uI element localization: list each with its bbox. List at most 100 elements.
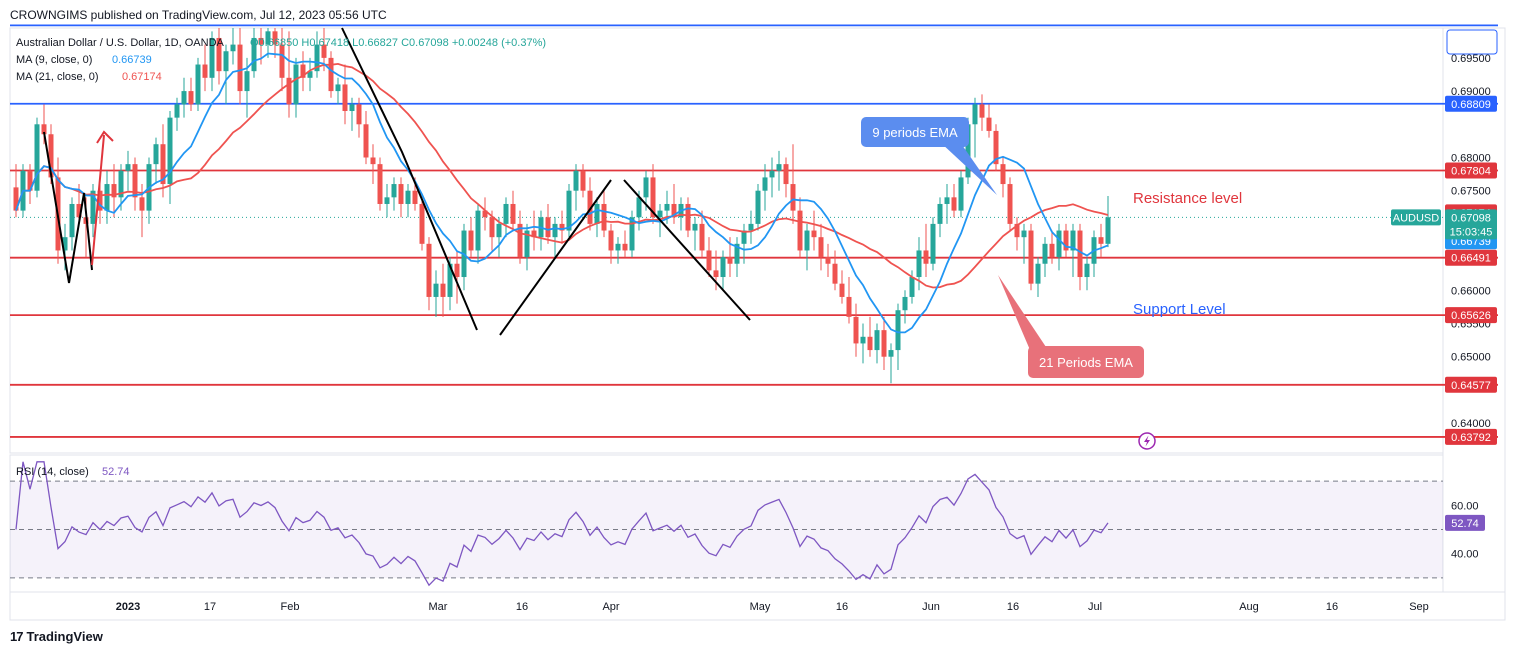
candle — [923, 223, 929, 278]
candle-body — [545, 217, 551, 238]
candle — [475, 203, 481, 264]
candle-body — [1070, 230, 1076, 251]
candle-body — [1056, 230, 1062, 258]
candle-body — [706, 250, 712, 271]
candle — [1007, 177, 1013, 231]
candle — [993, 124, 999, 171]
candle-body — [41, 124, 47, 135]
candle-body — [797, 210, 803, 251]
candle-body — [300, 64, 306, 78]
candle — [832, 250, 838, 291]
candle-body — [174, 104, 180, 118]
candle-body — [916, 250, 922, 278]
zigzag-line — [43, 131, 93, 284]
candle — [881, 316, 887, 370]
rsi-legend-label: RSI (14, close) — [16, 466, 89, 478]
candle-body — [370, 157, 376, 165]
resistance-label: Resistance level — [1133, 190, 1242, 207]
candle-body — [1049, 243, 1055, 258]
time-tick-label: 16 — [1007, 601, 1019, 613]
candle — [405, 184, 411, 218]
candle — [573, 164, 579, 211]
candle — [468, 217, 474, 258]
candle — [720, 250, 726, 291]
price-level-tag-bg — [1445, 428, 1497, 445]
candle — [888, 343, 894, 384]
candle — [125, 150, 131, 191]
candle — [314, 31, 320, 78]
candle — [1098, 223, 1104, 258]
candle — [391, 177, 397, 211]
candle — [811, 210, 817, 251]
price-scale-box[interactable] — [1446, 29, 1498, 55]
price-tick-label: 0.69000 — [1451, 86, 1491, 98]
candle — [685, 197, 691, 238]
candle-body — [524, 230, 530, 258]
candle — [524, 223, 530, 271]
candle — [286, 31, 292, 118]
publisher-header: CROWNGIMS published on TradingView.com, … — [10, 8, 387, 22]
tradingview-logo[interactable]: 17 TradingView — [10, 629, 103, 644]
candle — [1035, 257, 1041, 297]
rsi-path — [15, 461, 1109, 587]
candle — [587, 177, 593, 231]
candle — [202, 44, 208, 92]
zigzag-line — [499, 179, 612, 336]
ema9-callout: 9 periods EMA — [861, 117, 997, 195]
time-tick-label: 17 — [204, 601, 216, 613]
candle-body — [664, 203, 670, 211]
candle-body — [510, 203, 516, 224]
candle — [1056, 223, 1062, 271]
candle — [986, 104, 992, 138]
price-level-tag: 0.63792 — [1445, 428, 1497, 445]
candle — [223, 44, 229, 105]
price-level-tag-text: 0.64577 — [1451, 380, 1491, 392]
candle-body — [951, 197, 957, 211]
candle-body — [153, 144, 159, 165]
candle-body — [13, 187, 19, 211]
price-level-tag-bg — [1445, 162, 1497, 179]
candle-body — [272, 31, 278, 45]
candle — [783, 157, 789, 198]
time-tick-label: Jun — [922, 601, 940, 613]
candle-body — [286, 77, 292, 105]
ma21-line — [15, 62, 1109, 289]
rsi-value-tag-text: 52.74 — [1451, 518, 1479, 530]
candle — [132, 157, 138, 211]
candle-body — [223, 51, 229, 72]
candle — [972, 97, 978, 158]
candle — [818, 223, 824, 271]
candle-body — [433, 283, 439, 297]
ema9-callout-text: 9 periods EMA — [872, 125, 958, 140]
candle-body — [783, 164, 789, 185]
candle-body — [580, 170, 586, 191]
candle — [111, 164, 117, 218]
candle — [181, 77, 187, 118]
candle-body — [482, 210, 488, 218]
candle — [188, 77, 194, 112]
candle-body — [811, 230, 817, 238]
candle — [1021, 223, 1027, 264]
candle-body — [895, 310, 901, 351]
candle-body — [391, 184, 397, 198]
candle-body — [692, 223, 698, 231]
candle-body — [384, 197, 390, 204]
candle-body — [1014, 223, 1020, 238]
lightning-icon[interactable] — [1138, 432, 1156, 450]
candle-body — [629, 217, 635, 251]
candle-body — [559, 223, 565, 231]
candle-body — [923, 250, 929, 264]
price-tick-label: 0.64000 — [1451, 418, 1491, 430]
candle-body — [643, 177, 649, 198]
candle — [272, 28, 278, 58]
candle-body — [111, 184, 117, 198]
candle-body — [167, 117, 173, 185]
time-tick-label: 16 — [516, 601, 528, 613]
candle — [426, 237, 432, 311]
candle — [608, 223, 614, 264]
candle-body — [972, 104, 978, 125]
symbol-tag-bg — [1391, 209, 1441, 226]
candle-body — [615, 243, 621, 251]
candle-body — [1007, 184, 1013, 224]
